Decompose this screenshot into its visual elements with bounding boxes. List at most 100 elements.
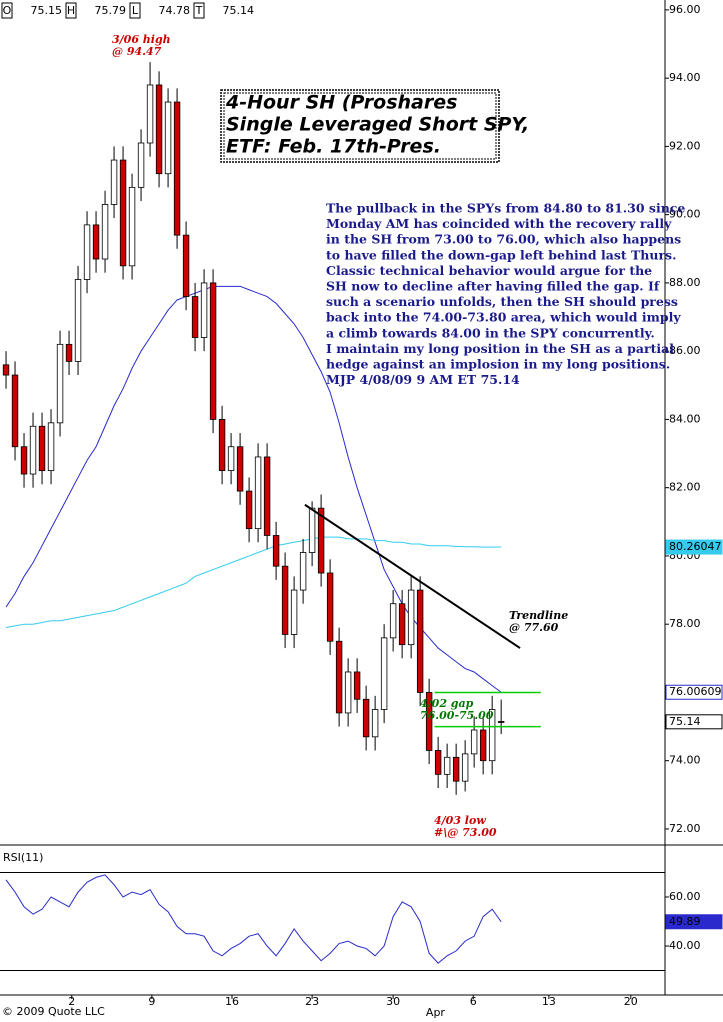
rsi-last-label-box <box>665 914 723 930</box>
candle-body <box>236 446 244 492</box>
rsi-tick-label: 40.00 <box>669 939 701 952</box>
candle-body <box>128 186 136 267</box>
candle-body <box>92 224 100 260</box>
candle-body <box>290 589 298 635</box>
candle-body <box>479 729 487 762</box>
header-value: 75.14 <box>223 4 255 17</box>
x-tick-label: 13 <box>542 995 556 1008</box>
header-label-box <box>129 2 141 19</box>
candle-body <box>65 343 73 362</box>
moving-average <box>5 536 502 629</box>
x-tick-label: 16 <box>225 995 239 1008</box>
annotation: @ 77.60 <box>509 621 559 634</box>
y-tick-label: 88.00 <box>669 276 701 289</box>
x-tick-label: 6 <box>470 995 477 1008</box>
commentary-line: such a scenario unfolds, then the SH sho… <box>326 294 678 309</box>
y-tick-label: 84.00 <box>669 412 701 425</box>
ma-slow-label-box <box>665 539 723 555</box>
x-tick-label: 2 <box>68 995 75 1008</box>
annotation: Trendline <box>509 609 568 622</box>
candle-body <box>245 490 253 530</box>
chart-title: 4-Hour SH (Proshares <box>225 92 457 114</box>
x-tick-label: 20 <box>624 995 638 1008</box>
title-box <box>220 89 500 163</box>
commentary-line: I maintain my long position in the SH as… <box>326 341 674 356</box>
commentary-line: The pullback in the SPYs from 84.80 to 8… <box>326 201 685 216</box>
candle-body <box>362 698 370 738</box>
ma-slow-label: 80.26047 <box>669 540 722 553</box>
candle-body <box>11 374 19 448</box>
commentary-line: hedge against an implosion in my long po… <box>326 357 670 372</box>
commentary-line: in the SH from 73.00 to 76.00, which als… <box>326 232 681 247</box>
commentary-line: Classic technical behavior would argue f… <box>326 263 652 278</box>
x-tick-label: 23 <box>305 995 319 1008</box>
header-value: 74.78 <box>159 4 191 17</box>
ma-fast-label: 76.00609 <box>669 685 722 698</box>
candle-body <box>200 282 208 338</box>
candle-body <box>434 750 442 775</box>
candle-body <box>389 603 397 639</box>
candle-body <box>29 425 37 475</box>
candle-body <box>488 709 496 762</box>
annotation: 76.00-75.00 <box>420 709 494 722</box>
candle-body <box>317 507 325 574</box>
candle-body <box>281 565 289 635</box>
candle-body <box>443 756 451 775</box>
candle-body <box>110 159 118 205</box>
header-label: L <box>132 4 139 17</box>
candle-body <box>191 296 199 338</box>
candle-body <box>83 224 91 280</box>
last-price-label: 75.14 <box>669 715 701 728</box>
candle-body <box>56 343 64 424</box>
x-tick-label: 9 <box>148 995 155 1008</box>
candle-body <box>146 84 154 144</box>
commentary-line: MJP 4/08/09 9 AM ET 75.14 <box>326 372 520 387</box>
header-label-box <box>65 2 77 19</box>
candle-body <box>425 692 433 751</box>
candle-body <box>2 364 10 376</box>
y-tick-label: 72.00 <box>669 822 701 835</box>
candle-body <box>326 572 334 642</box>
header-label: H <box>67 4 75 17</box>
trendline <box>304 503 521 649</box>
candle-body <box>101 204 109 260</box>
candle-body <box>335 640 343 714</box>
rsi-last-label: 49.89 <box>669 915 701 928</box>
header-value: 75.15 <box>31 4 63 17</box>
ma-fast-label-box <box>665 684 723 700</box>
candle-body <box>218 419 226 472</box>
annotation: #\@ 73.00 <box>434 826 497 839</box>
title-box-inner <box>223 92 497 160</box>
y-tick-label: 74.00 <box>669 754 701 767</box>
y-tick-label: 96.00 <box>669 3 701 16</box>
x-tick-label: 30 <box>386 995 400 1008</box>
candle-body <box>20 446 28 475</box>
commentary-line: to have filled the down-gap left behind … <box>326 247 676 262</box>
candle-body <box>380 637 388 710</box>
candle-body <box>209 282 217 420</box>
header-label: O <box>3 4 12 17</box>
candle-body <box>344 671 352 714</box>
y-tick-label: 92.00 <box>669 139 701 152</box>
candle-body <box>272 535 280 567</box>
candle-body <box>263 456 271 536</box>
candle-body <box>164 101 172 175</box>
candle-body <box>452 756 460 782</box>
candle-body <box>47 422 55 472</box>
candle-body <box>353 671 361 700</box>
candle-body <box>416 589 424 693</box>
month-label: Apr <box>426 1006 446 1018</box>
candle-body <box>155 84 163 175</box>
candle-body <box>497 721 505 723</box>
candle-body <box>173 101 181 236</box>
candle-body <box>407 589 415 646</box>
y-tick-label: 94.00 <box>669 71 701 84</box>
chart-title: ETF: Feb. 17th-Pres. <box>226 136 441 158</box>
candle-body <box>308 507 316 553</box>
annotation: 4/02 gap <box>420 697 474 710</box>
candle-body <box>470 729 478 755</box>
chart-title: Single Leveraged Short SPY, <box>226 114 529 136</box>
header-value: 75.79 <box>95 4 127 17</box>
candle-body <box>299 552 307 591</box>
